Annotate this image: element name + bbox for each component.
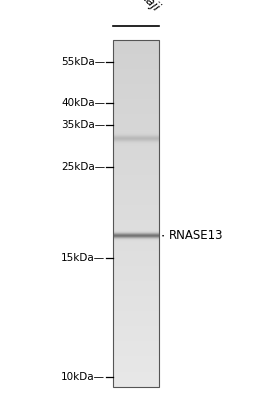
Bar — [113, 40, 159, 387]
Text: 10kDa—: 10kDa— — [61, 372, 105, 382]
Text: Raji: Raji — [137, 0, 163, 14]
Text: RNASE13: RNASE13 — [163, 229, 223, 242]
Text: 55kDa—: 55kDa— — [61, 58, 105, 67]
Text: 15kDa—: 15kDa— — [61, 253, 105, 263]
Text: 40kDa—: 40kDa— — [61, 98, 105, 108]
Text: 25kDa—: 25kDa— — [61, 162, 105, 172]
Text: 35kDa—: 35kDa— — [61, 120, 105, 130]
